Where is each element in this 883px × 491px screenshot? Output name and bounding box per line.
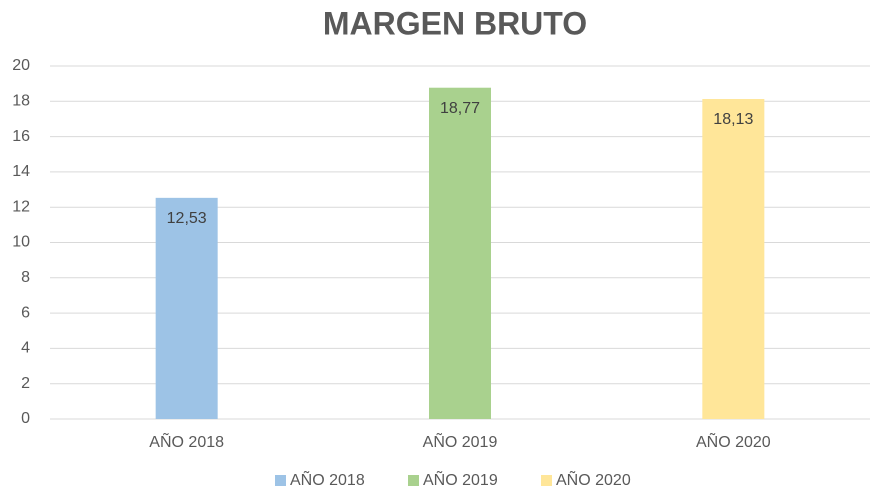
x-tick-label: AÑO 2018 [149,431,224,451]
x-tick-label: AÑO 2019 [423,431,498,451]
bar [702,99,765,420]
legend-label: AÑO 2020 [556,469,631,489]
chart-title: MARGEN BRUTO [323,5,587,41]
legend-label: AÑO 2019 [423,469,498,489]
y-tick-label: 12 [12,198,30,215]
x-tick-label: AÑO 2020 [696,431,771,451]
value-label: 18,13 [713,111,753,128]
legend-label: AÑO 2018 [290,469,365,489]
legend-swatch [408,475,419,486]
legend-swatch [541,475,552,486]
bar [429,87,491,419]
y-tick-label: 10 [12,234,30,251]
bar [155,197,218,419]
y-tick-label: 8 [21,269,30,286]
y-tick-label: 2 [21,375,30,392]
y-tick-label: 20 [12,57,30,74]
y-tick-label: 0 [21,410,30,427]
value-label: 18,77 [440,100,480,117]
y-tick-label: 18 [12,93,30,110]
legend-swatch [275,475,286,486]
y-tick-label: 6 [21,304,30,321]
value-label: 12,53 [167,210,207,227]
y-tick-label: 4 [21,340,30,357]
y-tick-label: 16 [12,128,30,145]
y-tick-label: 14 [12,163,30,180]
